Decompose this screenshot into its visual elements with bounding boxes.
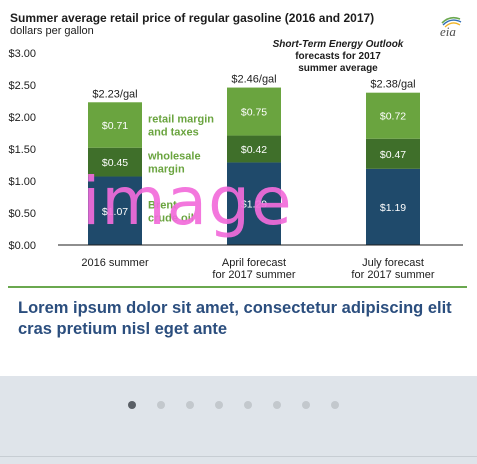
annotation-line-1: forecasts for 2017 <box>295 51 381 62</box>
x-tick-label: for 2017 summer <box>212 269 295 281</box>
data-label: $0.42 <box>241 144 267 156</box>
legend-label: and taxes <box>148 127 199 139</box>
y-tick-label: $2.50 <box>8 80 36 92</box>
eia-logo-text: eia <box>440 24 456 39</box>
y-axis-label: dollars per gallon <box>10 25 94 37</box>
data-label: $1.29 <box>241 199 267 211</box>
annotation-title: Short-Term Energy Outlook <box>272 39 404 50</box>
x-tick-label: April forecast <box>222 257 286 269</box>
y-tick-label: $2.00 <box>8 112 36 124</box>
legend-label: retail margin <box>148 114 214 126</box>
carousel-dot[interactable] <box>128 401 136 409</box>
y-tick-label: $3.00 <box>8 48 36 60</box>
divider <box>0 456 477 457</box>
bar-segment <box>366 168 420 245</box>
x-tick-label: July forecast <box>362 257 424 269</box>
y-tick-label: $0.00 <box>8 240 36 252</box>
x-tick-label: 2016 summer <box>81 257 149 269</box>
bar-segment <box>227 135 281 163</box>
bar-segment <box>88 176 142 245</box>
bar-total-label: $2.23/gal <box>92 88 137 100</box>
carousel-dot[interactable] <box>331 401 339 409</box>
data-label: $0.47 <box>380 149 406 161</box>
data-label: $0.71 <box>102 120 128 132</box>
chart-title: Summer average retail price of regular g… <box>10 11 375 25</box>
data-label: $0.72 <box>380 111 406 123</box>
bar-segment <box>227 162 281 245</box>
bar-total-label: $2.46/gal <box>231 74 276 86</box>
eia-logo-icon <box>441 16 462 28</box>
data-label: $0.45 <box>102 157 128 169</box>
legend-label: margin <box>148 164 185 176</box>
carousel-dot[interactable] <box>244 401 252 409</box>
legend-label: wholesale <box>147 151 201 163</box>
annotation-line-2: summer average <box>298 63 378 74</box>
stacked-bar-chart: $0.00 $0.50 $1.00 $1.50 $2.00 $2.50 $3.00 $1.07… <box>8 48 463 281</box>
chart-figure: Summer average retail price of regular g… <box>8 8 467 288</box>
data-label: $1.19 <box>380 202 406 214</box>
carousel-dot[interactable] <box>157 401 165 409</box>
carousel-dot[interactable] <box>302 401 310 409</box>
carousel-dots <box>128 400 339 410</box>
slide-card[interactable]: Summer average retail price of regular g… <box>0 0 477 376</box>
y-tick-label: $1.00 <box>8 176 36 188</box>
bar-segment <box>88 147 142 177</box>
bar-total-label: $2.38/gal <box>370 79 415 91</box>
carousel-dot[interactable] <box>273 401 281 409</box>
chart-annotation: Short-Term Energy Outlook forecasts for … <box>266 39 410 75</box>
carousel-dot[interactable] <box>186 401 194 409</box>
slide-caption[interactable]: Lorem ipsum dolor sit amet, consectetur … <box>18 299 452 338</box>
bar-segment <box>366 92 420 139</box>
y-tick-label: $0.50 <box>8 208 36 220</box>
legend-label: Brent <box>148 199 177 211</box>
y-tick-label: $1.50 <box>8 144 36 156</box>
carousel-dot[interactable] <box>215 401 223 409</box>
bar-segment <box>88 102 142 148</box>
bar-segment <box>227 87 281 136</box>
legend-label: crude oil <box>148 212 194 224</box>
data-label: $0.75 <box>241 107 267 119</box>
x-tick-label: for 2017 summer <box>351 269 434 281</box>
bar-segment <box>366 138 420 169</box>
data-label: $1.07 <box>102 206 128 218</box>
